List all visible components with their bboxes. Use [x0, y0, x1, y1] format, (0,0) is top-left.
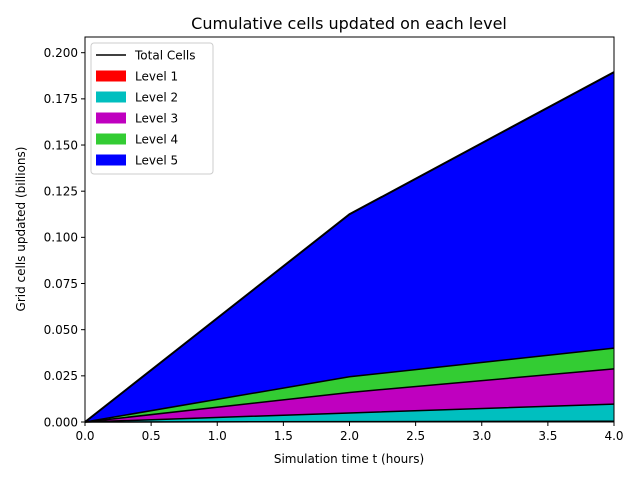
- legend-label: Level 5: [135, 154, 178, 168]
- legend-label: Level 2: [135, 91, 178, 105]
- y-tick-label: 0.150: [44, 138, 78, 152]
- boundary-lines: [84, 71, 615, 423]
- y-axis-label: Grid cells updated (billions): [14, 147, 28, 312]
- legend-label: Total Cells: [134, 49, 196, 63]
- x-tick-label: 0.5: [142, 429, 161, 443]
- boundary-line-level-3: [84, 368, 615, 423]
- legend-swatch-level-4: [96, 133, 126, 145]
- y-tick-label: 0.000: [44, 415, 78, 429]
- x-tick-label: 2.5: [406, 429, 425, 443]
- boundary-line-level-2: [84, 403, 615, 423]
- legend: Total Cells Level 1 Level 2 Level 3 Level 4 L…: [90, 42, 214, 175]
- x-tick-label: 1.5: [274, 429, 293, 443]
- legend-label: Level 4: [135, 133, 178, 147]
- total-cells-line: [84, 71, 615, 423]
- x-axis-label: Simulation time t (hours): [274, 452, 424, 466]
- boundary-line-level-4: [84, 347, 615, 423]
- legend-label: Level 1: [135, 70, 178, 84]
- legend-label: Level 3: [135, 112, 178, 126]
- legend-swatch-level-5: [96, 154, 126, 166]
- y-tick-label: 0.075: [44, 277, 78, 291]
- x-tick-label: 1.0: [208, 429, 227, 443]
- y-tick-label: 0.025: [44, 369, 78, 383]
- x-tick-label: 4.0: [604, 429, 623, 443]
- legend-swatch-level-1: [96, 70, 126, 82]
- legend-swatch-level-3: [96, 112, 126, 124]
- area-level-4: [85, 348, 614, 422]
- y-tick-label: 0.175: [44, 92, 78, 106]
- y-axis: 0.000 0.025 0.050 0.075 0.100 0.125 0.150 0.175…: [44, 46, 85, 429]
- legend-swatch-level-2: [96, 91, 126, 103]
- y-tick-label: 0.050: [44, 323, 78, 337]
- y-tick-label: 0.125: [44, 184, 78, 198]
- x-tick-label: 3.0: [472, 429, 491, 443]
- x-tick-label: 3.5: [538, 429, 557, 443]
- area-level-3: [85, 368, 614, 422]
- x-tick-label: 2.0: [340, 429, 359, 443]
- area-level-5: [85, 72, 614, 422]
- y-tick-label: 0.100: [44, 231, 78, 245]
- y-tick-label: 0.200: [44, 46, 78, 60]
- x-axis: 0.0 0.5 1.0 1.5 2.0 2.5 3.0 3.5 4.0: [75, 422, 624, 443]
- chart-title: Cumulative cells updated on each level: [191, 14, 507, 33]
- x-tick-label: 0.0: [75, 429, 94, 443]
